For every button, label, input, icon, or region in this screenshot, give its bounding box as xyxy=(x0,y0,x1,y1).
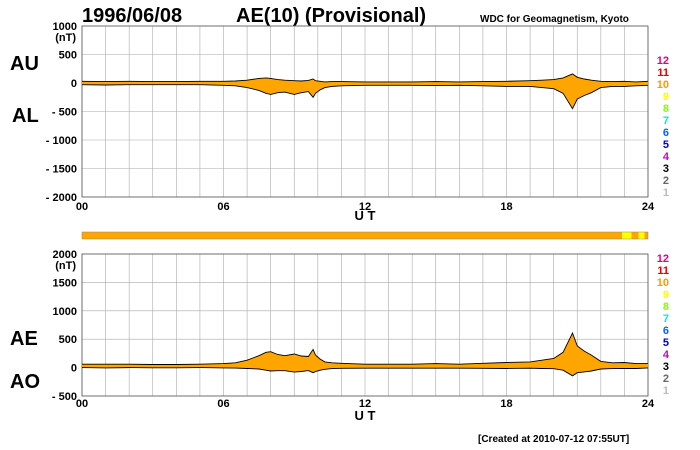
plot-frame xyxy=(81,253,649,397)
station-count-label: 7 xyxy=(663,313,669,325)
y-tick-label: - 1500 xyxy=(46,164,77,176)
station-count-label: 9 xyxy=(663,91,669,103)
station-count-label: 6 xyxy=(663,325,669,337)
x-tick-label: 24 xyxy=(642,201,655,213)
x-axis-label: U T xyxy=(355,208,376,223)
upper-series-line xyxy=(82,331,648,365)
y-tick-label: - 500 xyxy=(52,107,77,119)
station-count-label: 3 xyxy=(663,163,669,175)
lower-series-line xyxy=(81,84,649,110)
station-count-label: 5 xyxy=(663,139,669,151)
station-count-label: 2 xyxy=(663,175,669,187)
ae-ao-panel: 2000 1500 1000 500 0 - 500 (nT) 00 06 12 18 24 U T AE… xyxy=(10,249,655,423)
station-count-label: 8 xyxy=(663,301,669,313)
au-al-panel: 1000 500 0 - 500 - 1000 - 1500 - 2000 (nT) 00 06 1… xyxy=(10,21,655,223)
y-tick-label: 500 xyxy=(59,334,77,346)
lower-series-line xyxy=(81,367,649,377)
station-count-label: 11 xyxy=(657,67,669,79)
y-tick-label: 1500 xyxy=(53,277,77,289)
source-credit: WDC for Geomagnetism, Kyoto xyxy=(480,14,629,25)
x-tick-label: 18 xyxy=(500,398,512,410)
station-count-label: 10 xyxy=(657,277,669,289)
y-tick-label: - 2000 xyxy=(46,192,77,204)
y-tick-label: - 500 xyxy=(52,391,77,403)
range-fill-area xyxy=(82,333,648,376)
date-title: 1996/06/08 xyxy=(82,5,182,27)
x-tick-label: 12 xyxy=(359,201,371,213)
y-tick-label: 500 xyxy=(59,50,77,62)
x-tick-label: 24 xyxy=(642,398,655,410)
station-count-label: 12 xyxy=(657,253,669,265)
x-tick-label: 18 xyxy=(500,201,512,213)
upper-index-label: AE xyxy=(10,328,38,350)
lower-index-label: AO xyxy=(10,371,40,393)
station-count-label: 1 xyxy=(663,385,669,397)
station-count-label: 4 xyxy=(663,151,670,163)
station-count-label: 8 xyxy=(663,103,669,115)
station-count-label: 5 xyxy=(663,337,669,349)
station-bar-segment xyxy=(82,232,623,239)
station-bar-segment xyxy=(638,232,645,239)
range-fill-area xyxy=(82,73,648,109)
y-tick-label: 1000 xyxy=(53,306,77,318)
x-tick-label: 00 xyxy=(76,398,88,410)
station-count-label: 11 xyxy=(657,265,669,277)
unit-label: (nT) xyxy=(55,260,76,272)
station-count-label: 9 xyxy=(663,289,669,301)
upper-series-line xyxy=(81,73,649,83)
created-timestamp: [Created at 2010-07-12 07:55UT] xyxy=(478,434,629,445)
station-count-label: 6 xyxy=(663,127,669,139)
x-tick-label: 12 xyxy=(359,398,371,410)
station-count-label: 3 xyxy=(663,361,669,373)
station-bar-segment xyxy=(644,232,648,239)
upper-index-label: AU xyxy=(10,53,39,75)
x-axis-label: U T xyxy=(355,408,376,423)
x-tick-label: 06 xyxy=(217,398,229,410)
station-count-label: 4 xyxy=(663,349,670,361)
station-bar-segment xyxy=(622,232,632,239)
plot-frame xyxy=(81,25,649,198)
station-bar-frame xyxy=(81,231,649,240)
y-tick-label: - 1000 xyxy=(46,135,77,147)
x-tick-label: 06 xyxy=(217,201,229,213)
x-tick-label: 00 xyxy=(76,201,88,213)
y-tick-label: 0 xyxy=(71,78,77,90)
station-count-bar xyxy=(81,231,649,240)
y-tick-label: 2000 xyxy=(53,249,77,261)
unit-label: (nT) xyxy=(55,32,76,44)
lower-index-label: AL xyxy=(12,105,39,127)
index-title: AE(10) (Provisional) xyxy=(236,5,426,27)
station-count-label: 2 xyxy=(663,373,669,385)
station-count-label: 7 xyxy=(663,115,669,127)
station-bar-segment xyxy=(631,232,639,239)
y-tick-label: 0 xyxy=(71,363,77,375)
station-count-label: 1 xyxy=(663,187,669,199)
station-count-label: 10 xyxy=(657,79,669,91)
y-tick-label: 1000 xyxy=(53,21,77,33)
station-count-label: 12 xyxy=(657,55,669,67)
